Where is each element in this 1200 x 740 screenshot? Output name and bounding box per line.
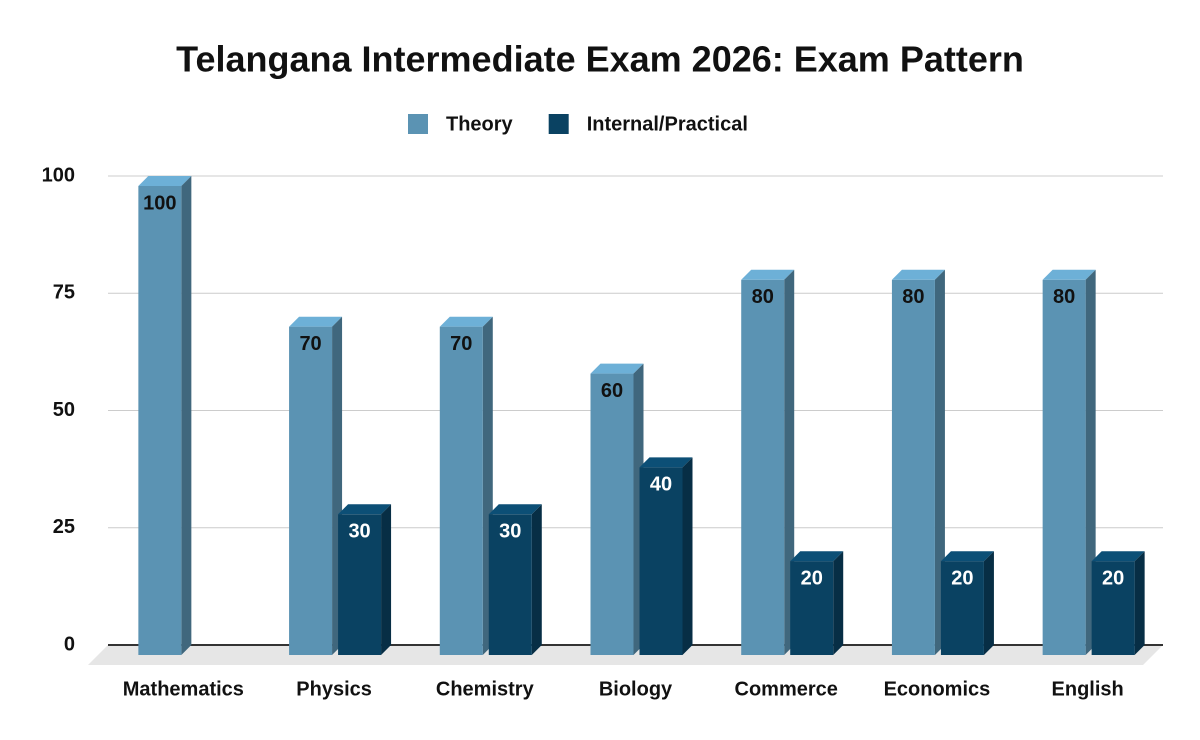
- x-tick-label: Mathematics: [123, 678, 244, 700]
- x-tick-label: Commerce: [735, 678, 838, 700]
- y-tick-label: 0: [64, 633, 75, 655]
- bar-top: [891, 269, 945, 280]
- bar-side: [833, 551, 844, 655]
- bar: [1042, 279, 1086, 655]
- bar: [1091, 561, 1135, 655]
- bar: [289, 326, 333, 655]
- value-label: 30: [499, 521, 521, 543]
- legend-label: Theory: [446, 113, 514, 135]
- value-label: 20: [951, 567, 973, 589]
- bar-side: [381, 504, 392, 655]
- bar-top: [338, 504, 392, 515]
- bar-side: [682, 457, 693, 655]
- value-label: 80: [752, 286, 774, 308]
- y-tick-label: 75: [53, 282, 75, 304]
- bar: [790, 561, 834, 655]
- x-tick-label: Physics: [296, 678, 372, 700]
- value-label: 80: [902, 286, 924, 308]
- legend-swatch: [408, 114, 428, 134]
- x-tick-label: Chemistry: [436, 678, 535, 700]
- bar-side: [181, 176, 192, 655]
- value-label: 80: [1053, 286, 1075, 308]
- chart-title: Telangana Intermediate Exam 2026: Exam P…: [176, 39, 1024, 80]
- bar-top: [590, 363, 644, 374]
- bar-side: [934, 269, 945, 655]
- value-label: 30: [348, 521, 370, 543]
- bar: [138, 186, 182, 655]
- bar-side: [531, 504, 542, 655]
- value-label: 70: [299, 333, 321, 355]
- y-tick-label: 100: [42, 164, 75, 186]
- bar-side: [983, 551, 994, 655]
- bar-top: [1042, 269, 1096, 280]
- legend-swatch: [548, 114, 569, 134]
- bar-top: [439, 316, 493, 327]
- bar-top: [790, 551, 844, 562]
- y-tick-label: 50: [53, 399, 75, 421]
- bar: [891, 279, 935, 655]
- bar: [639, 467, 683, 655]
- bar-top: [741, 269, 795, 280]
- bar: [590, 373, 634, 655]
- bar-top: [1091, 551, 1145, 562]
- bar-side: [784, 269, 795, 655]
- bar-top: [289, 316, 343, 327]
- y-tick-label: 25: [53, 516, 75, 538]
- x-tick-label: Biology: [599, 678, 673, 700]
- bar-side: [1085, 269, 1096, 655]
- bar: [741, 279, 785, 655]
- bar: [439, 326, 483, 655]
- value-label: 20: [1102, 567, 1124, 589]
- bar-top: [940, 551, 994, 562]
- bar-top: [639, 457, 693, 468]
- legend-label: Internal/Practical: [587, 113, 748, 135]
- bar: [338, 514, 382, 655]
- value-label: 70: [450, 333, 472, 355]
- bar-top: [488, 504, 542, 515]
- value-label: 40: [650, 474, 672, 496]
- x-tick-label: English: [1052, 678, 1124, 700]
- bar: [488, 514, 532, 655]
- x-tick-label: Economics: [884, 678, 991, 700]
- value-label: 60: [601, 380, 623, 402]
- bar-top: [138, 176, 192, 186]
- bar-side: [1134, 551, 1145, 655]
- value-label: 20: [801, 567, 823, 589]
- value-label: 100: [143, 192, 176, 214]
- bar: [940, 561, 984, 655]
